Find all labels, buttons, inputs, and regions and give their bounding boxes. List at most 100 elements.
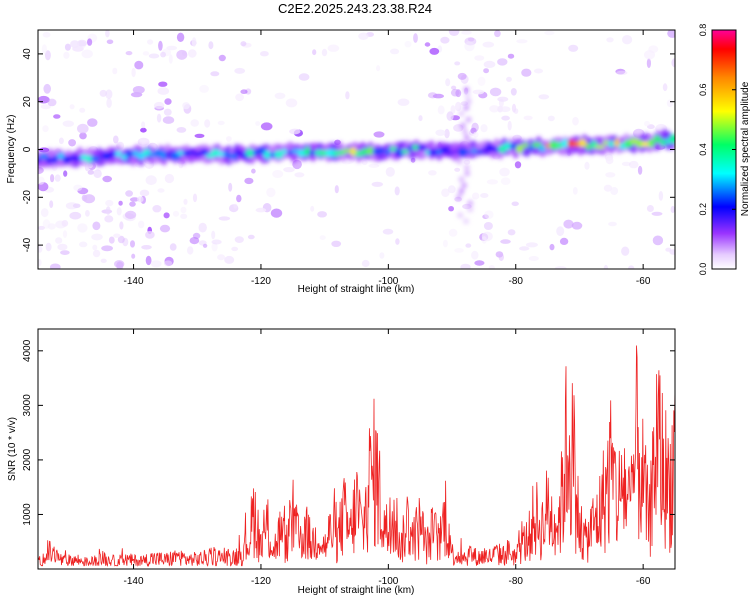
heatmap-noise-cell: [233, 203, 238, 209]
heatmap-noise-cell: [455, 101, 462, 112]
heatmap-ridge-core: [120, 154, 128, 160]
heatmap-noise-cell: [93, 169, 102, 178]
heatmap-noise-cell: [507, 120, 512, 131]
heatmap-noise-cell: [158, 81, 168, 87]
heatmap-ridge-core: [274, 150, 284, 159]
heatmap-noise-cell: [488, 265, 495, 269]
heatmap-noise-cell: [92, 221, 101, 231]
heatmap-noise-cell: [191, 37, 197, 47]
heatmap-noise-cell: [125, 190, 133, 197]
heatmap-noise-cell: [130, 240, 135, 248]
heatmap-noise-cell: [228, 182, 233, 192]
heatmap-noise-cell: [382, 228, 394, 235]
heatmap-ridge-core: [549, 141, 559, 150]
heatmap-noise-cell: [331, 240, 342, 247]
heatmap-noise-cell: [646, 58, 652, 69]
heatmap-noise-cell: [217, 254, 226, 261]
heatmap-noise-cell: [38, 259, 42, 267]
heatmap-noise-cell: [474, 260, 485, 266]
heatmap-noise-cell: [204, 119, 211, 128]
heatmap-noise-cell: [473, 131, 479, 138]
heatmap-noise-cell: [79, 241, 88, 248]
heatmap-streak-cell: [461, 182, 468, 189]
heatmap-streak-cell: [467, 146, 474, 153]
heatmap-noise-cell: [385, 167, 395, 177]
heatmap-ridge-core: [132, 150, 139, 157]
heatmap-noise-cell: [142, 51, 150, 56]
y-tick-label: 3000: [22, 394, 33, 417]
heatmap-noise-cell: [38, 166, 44, 175]
heatmap-noise-cell: [63, 170, 68, 177]
heatmap-noise-cell: [172, 210, 180, 217]
heatmap-noise-cell: [605, 156, 614, 165]
heatmap-ridge-core: [614, 138, 620, 147]
heatmap-noise-cell: [105, 89, 113, 99]
heatmap-ridge-core: [333, 150, 339, 157]
y-tick-label: 1000: [22, 503, 33, 526]
heatmap-noise-cell: [58, 137, 64, 145]
heatmap-noise-cell: [621, 161, 631, 167]
heatmap-noise-cell: [534, 68, 543, 74]
heatmap-streak-cell: [464, 170, 471, 177]
heatmap-noise-cell: [92, 244, 98, 251]
heatmap-ridge-core: [109, 151, 116, 158]
heatmap-noise-cell: [152, 205, 162, 213]
heatmap-noise-cell: [38, 176, 45, 185]
heatmap-noise-cell: [226, 136, 232, 142]
heatmap-ridge-core: [297, 149, 306, 157]
heatmap-noise-cell: [38, 225, 45, 230]
heatmap-noise-cell: [519, 246, 530, 251]
heatmap-noise-cell: [538, 94, 550, 100]
heatmap-noise-cell: [467, 37, 475, 42]
heatmap-noise-cell: [157, 188, 165, 193]
heatmap-noise-cell: [38, 245, 43, 253]
heatmap-noise-cell: [482, 41, 495, 48]
snr-plot-area: [38, 329, 675, 569]
heatmap-noise-cell: [622, 35, 633, 45]
heatmap-noise-cell: [667, 30, 675, 38]
heatmap-ridge-core: [458, 147, 467, 157]
heatmap-noise-cell: [358, 32, 369, 40]
heatmap-noise-cell: [176, 32, 185, 42]
heatmap-noise-cell: [670, 205, 675, 214]
heatmap-noise-cell: [628, 160, 639, 169]
heatmap-noise-cell: [568, 44, 579, 52]
heatmap-noise-cell: [637, 165, 643, 175]
heatmap-noise-cell: [87, 38, 93, 46]
heatmap-noise-cell: [497, 58, 508, 66]
heatmap-noise-cell: [428, 170, 437, 176]
heatmap-noise-cell: [457, 72, 467, 80]
heatmap-ridge-core: [102, 152, 112, 161]
heatmap-noise-cell: [217, 120, 225, 126]
colorbar: 0.0 0.2 0.4 0.6 0.8 Normalized spectral ampl…: [698, 24, 750, 276]
y-tick-label: -20: [22, 190, 33, 205]
spectrogram-y-ticks: -40 -20 0 20 40: [22, 48, 675, 252]
heatmap-noise-cell: [131, 67, 136, 78]
heatmap-noise-cell: [42, 125, 49, 133]
heatmap-noise-cell: [100, 258, 107, 263]
heatmap-noise-cell: [511, 201, 519, 207]
heatmap-ridge-core: [228, 153, 238, 160]
heatmap-noise-cell: [447, 185, 456, 194]
heatmap-ridge-core: [235, 149, 242, 156]
heatmap-noise-cell: [105, 199, 114, 207]
heatmap-noise-cell: [45, 242, 52, 252]
heatmap-streak-cell: [463, 104, 470, 111]
heatmap-noise-cell: [454, 167, 461, 172]
heatmap-noise-cell: [397, 98, 410, 106]
heatmap-noise-cell: [192, 232, 201, 239]
heatmap-noise-cell: [544, 30, 555, 36]
y-tick-label: 40: [22, 48, 33, 60]
heatmap-noise-cell: [511, 103, 517, 113]
heatmap-noise-cell: [483, 222, 493, 230]
heatmap-noise-cell: [160, 51, 167, 58]
heatmap-noise-cell: [294, 172, 305, 178]
heatmap-noise-cell: [182, 102, 190, 110]
heatmap-noise-cell: [272, 170, 284, 178]
heatmap-noise-cell: [134, 60, 144, 70]
colorbar-tick-label: 0.0: [698, 263, 708, 276]
heatmap-noise-cell: [448, 228, 458, 237]
heatmap-noise-cell: [371, 181, 384, 187]
heatmap-noise-cell: [54, 174, 61, 182]
colorbar-tick-label: 0.4: [698, 143, 708, 156]
